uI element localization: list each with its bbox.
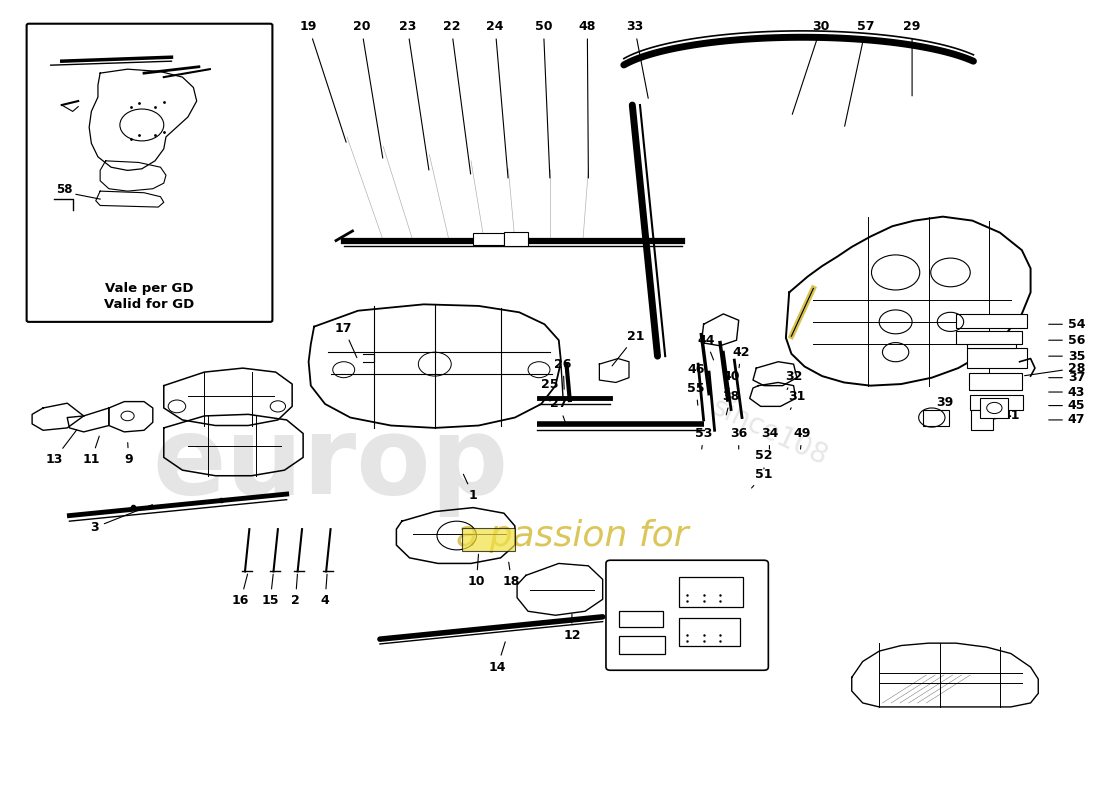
- Text: 48: 48: [579, 21, 596, 178]
- Text: 14: 14: [488, 642, 506, 674]
- Text: 58: 58: [56, 182, 73, 196]
- Text: europ: europ: [153, 410, 508, 517]
- Text: 13: 13: [45, 430, 77, 466]
- Text: 57: 57: [845, 21, 875, 126]
- Text: 12: 12: [563, 614, 581, 642]
- Text: 23: 23: [398, 21, 429, 170]
- Text: 55: 55: [688, 382, 705, 406]
- FancyBboxPatch shape: [26, 24, 273, 322]
- Text: 26: 26: [554, 358, 572, 390]
- Text: 54: 54: [1048, 318, 1086, 330]
- Text: 38: 38: [723, 390, 739, 415]
- Text: since108: since108: [707, 393, 832, 471]
- Bar: [619, 611, 663, 627]
- Bar: [923, 410, 949, 426]
- Text: 3: 3: [90, 505, 153, 534]
- Bar: [619, 636, 666, 654]
- Text: 29: 29: [903, 21, 921, 96]
- Text: 39: 39: [934, 396, 954, 418]
- Text: 7: 7: [625, 566, 635, 593]
- Text: 31: 31: [789, 390, 805, 410]
- Text: 47: 47: [1048, 414, 1086, 426]
- Text: 18: 18: [503, 562, 520, 588]
- Bar: [970, 395, 1023, 410]
- Text: 21: 21: [612, 330, 645, 366]
- Text: 16: 16: [232, 574, 250, 607]
- Bar: [969, 373, 1022, 390]
- Text: 42: 42: [733, 346, 750, 368]
- Bar: [473, 233, 504, 245]
- Bar: [956, 314, 1027, 328]
- Bar: [680, 618, 740, 646]
- Bar: [967, 332, 1016, 348]
- Text: 49: 49: [794, 427, 811, 449]
- Text: 25: 25: [541, 378, 559, 402]
- Text: 40: 40: [723, 370, 740, 394]
- Text: 4: 4: [321, 574, 329, 607]
- Text: 5: 5: [625, 642, 635, 663]
- Text: 17: 17: [336, 322, 356, 358]
- Text: 33: 33: [626, 21, 648, 98]
- Text: 52: 52: [756, 450, 772, 469]
- Text: 22: 22: [442, 21, 471, 174]
- Text: Vale per GD: Vale per GD: [106, 282, 194, 295]
- Text: 46: 46: [688, 363, 705, 386]
- Text: 9: 9: [124, 442, 133, 466]
- Text: 30: 30: [792, 21, 829, 114]
- Text: 8: 8: [672, 566, 694, 590]
- Text: 35: 35: [1048, 350, 1086, 362]
- Text: 45: 45: [1048, 399, 1086, 412]
- Text: 37: 37: [1048, 371, 1086, 384]
- Text: 20: 20: [352, 21, 383, 158]
- Bar: [462, 527, 515, 551]
- Text: 50: 50: [535, 21, 552, 178]
- Bar: [956, 331, 1022, 344]
- Text: 28: 28: [1024, 362, 1086, 376]
- Text: 32: 32: [785, 370, 802, 390]
- Bar: [680, 577, 744, 607]
- Text: 27: 27: [550, 398, 568, 423]
- Text: 6: 6: [702, 642, 713, 663]
- Bar: [967, 348, 1027, 368]
- Text: 41: 41: [991, 410, 1020, 422]
- Text: 53: 53: [695, 427, 713, 449]
- Text: 24: 24: [486, 21, 508, 178]
- Text: Valid for GD: Valid for GD: [104, 298, 195, 311]
- Text: 36: 36: [730, 427, 747, 449]
- Text: 34: 34: [761, 427, 778, 449]
- Text: 44: 44: [697, 334, 715, 360]
- Text: 11: 11: [82, 436, 100, 466]
- Text: 19: 19: [300, 21, 346, 142]
- Text: 1: 1: [463, 474, 477, 502]
- Text: a passion for: a passion for: [455, 518, 689, 553]
- Bar: [504, 232, 528, 246]
- Text: 10: 10: [468, 554, 485, 588]
- Text: 51: 51: [751, 468, 772, 488]
- Text: 56: 56: [1048, 334, 1086, 346]
- Bar: [971, 410, 993, 430]
- Text: 2: 2: [292, 574, 300, 607]
- Bar: [980, 398, 1008, 418]
- FancyBboxPatch shape: [606, 560, 768, 670]
- Text: 15: 15: [262, 574, 279, 607]
- Text: 43: 43: [1048, 386, 1086, 398]
